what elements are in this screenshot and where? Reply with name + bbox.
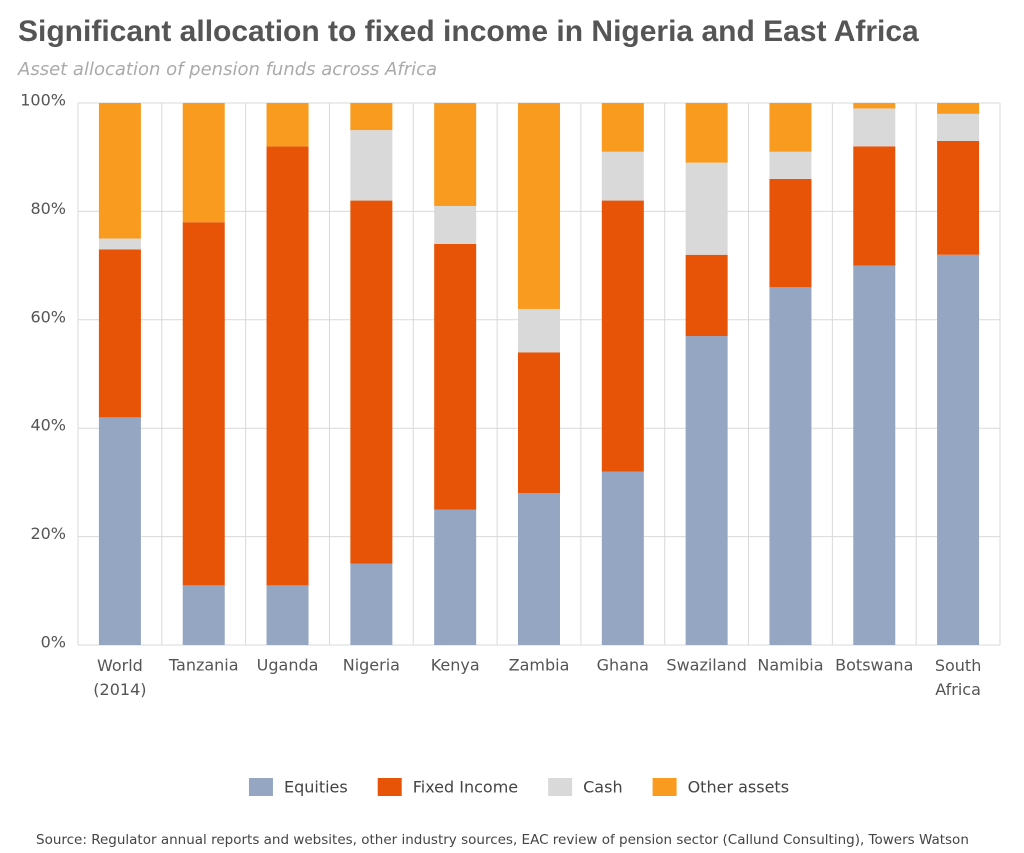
bar-segment <box>518 103 560 309</box>
bar-segment <box>769 178 812 288</box>
bar-segment <box>350 563 393 645</box>
x-tick-label: South Africa <box>935 656 982 699</box>
bar-segment <box>685 254 728 337</box>
x-tick-label: Tanzania <box>168 656 239 675</box>
x-tick-label: Namibia <box>757 656 823 675</box>
bar-segment <box>937 103 980 114</box>
bar-segment <box>434 243 477 510</box>
chart-title: Significant allocation to fixed income i… <box>18 15 919 48</box>
bar-segment <box>266 103 309 147</box>
bar-segment <box>518 493 560 645</box>
bar-segment <box>685 336 728 645</box>
bar-segment <box>518 352 560 494</box>
x-tick-label: Ghana <box>597 656 649 675</box>
y-tick-label: 0% <box>41 633 66 652</box>
bar-segment <box>98 417 141 645</box>
y-tick-label: 60% <box>30 307 66 326</box>
bar-segment <box>853 265 896 645</box>
bar-segment <box>350 130 393 201</box>
x-tick-label: Zambia <box>509 656 570 675</box>
x-tick-label: Swaziland <box>666 656 746 675</box>
bar-segment <box>769 151 812 179</box>
bar-segment <box>769 103 812 152</box>
bar-segment <box>434 103 477 206</box>
bar-segment <box>350 103 393 131</box>
y-tick-label: 80% <box>30 199 66 218</box>
source-note: Source: Regulator annual reports and web… <box>36 832 969 848</box>
bar-segment <box>937 113 980 141</box>
bar-segment <box>853 108 896 147</box>
legend-swatch <box>652 778 677 796</box>
chart-subtitle: Asset allocation of pension funds across… <box>17 59 437 80</box>
bar-segment <box>937 140 980 255</box>
legend-label: Fixed Income <box>413 778 518 797</box>
x-tick-label: Nigeria <box>343 656 400 675</box>
bar-segment <box>266 146 309 586</box>
bar-segment <box>182 103 225 223</box>
bar-segment <box>434 205 477 244</box>
bar-segment <box>601 103 644 152</box>
bar-segment <box>601 200 644 472</box>
y-tick-label: 100% <box>20 91 66 110</box>
bar-segment <box>518 308 560 353</box>
x-tick-label: Kenya <box>431 656 480 675</box>
x-tick-label: World (2014) <box>93 656 146 699</box>
legend-label: Other assets <box>688 778 789 797</box>
x-tick-label: Botswana <box>835 656 913 675</box>
bar-segment <box>853 146 896 266</box>
legend-swatch <box>548 778 573 796</box>
y-tick-label: 20% <box>30 524 66 543</box>
y-tick-label: 40% <box>30 416 66 435</box>
bar-segment <box>98 238 141 250</box>
bar-segment <box>601 151 644 201</box>
bar-segment <box>853 103 896 109</box>
bar-segment <box>685 162 728 255</box>
legend-label: Equities <box>284 778 348 797</box>
bar-segment <box>601 471 644 645</box>
legend: Equities Fixed Income Cash Other assets <box>248 778 789 797</box>
bar-segment <box>434 509 477 645</box>
bar-segment <box>685 103 728 163</box>
bar-segment <box>182 585 225 645</box>
bar-segment <box>182 222 225 586</box>
x-tick-label: Uganda <box>257 656 319 675</box>
legend-swatch <box>248 778 273 796</box>
bar-segment <box>937 254 980 645</box>
bar-segment <box>350 200 393 564</box>
bar-segment <box>98 103 141 239</box>
bar-segment <box>98 249 141 418</box>
legend-label: Cash <box>583 778 622 797</box>
bar-segment <box>769 287 812 645</box>
legend-swatch <box>377 778 402 796</box>
bar-segment <box>266 585 309 645</box>
